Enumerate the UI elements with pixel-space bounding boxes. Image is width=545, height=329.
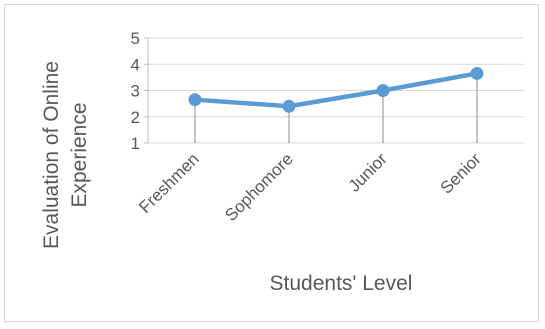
- x-tick-label-junior: Junior: [345, 149, 391, 195]
- y-tick-label: 4: [131, 55, 140, 74]
- gridlines: [144, 37, 524, 144]
- series-line: [192, 71, 480, 109]
- data-point-senior: [470, 66, 484, 80]
- series: [188, 66, 484, 113]
- y-axis-title-line-2: Experience: [68, 102, 91, 207]
- x-tick-labels: Freshmen Sophomore Junior Senior: [135, 149, 485, 225]
- y-tick-label: 1: [131, 134, 140, 153]
- x-axis-title: Students' Level: [270, 272, 413, 295]
- drop-lines: [194, 73, 478, 143]
- data-point-sophomore: [282, 99, 296, 113]
- y-tick-label: 3: [131, 82, 140, 101]
- x-tick-label-sophomore: Sophomore: [221, 149, 297, 225]
- x-tick-label-senior: Senior: [437, 149, 485, 197]
- y-tick-label: 2: [131, 108, 140, 127]
- data-point-junior: [376, 84, 390, 97]
- y-tick-labels: 1 2 3 4 5: [131, 29, 140, 153]
- y-axis-title: Evaluation of Online Experience: [40, 61, 91, 249]
- x-tick-label-freshmen: Freshmen: [135, 149, 203, 217]
- y-axis-title-line-1: Evaluation of Online: [40, 61, 63, 249]
- data-point-freshmen: [188, 93, 202, 107]
- y-tick-label: 5: [131, 29, 140, 48]
- chart-frame: [4, 4, 539, 322]
